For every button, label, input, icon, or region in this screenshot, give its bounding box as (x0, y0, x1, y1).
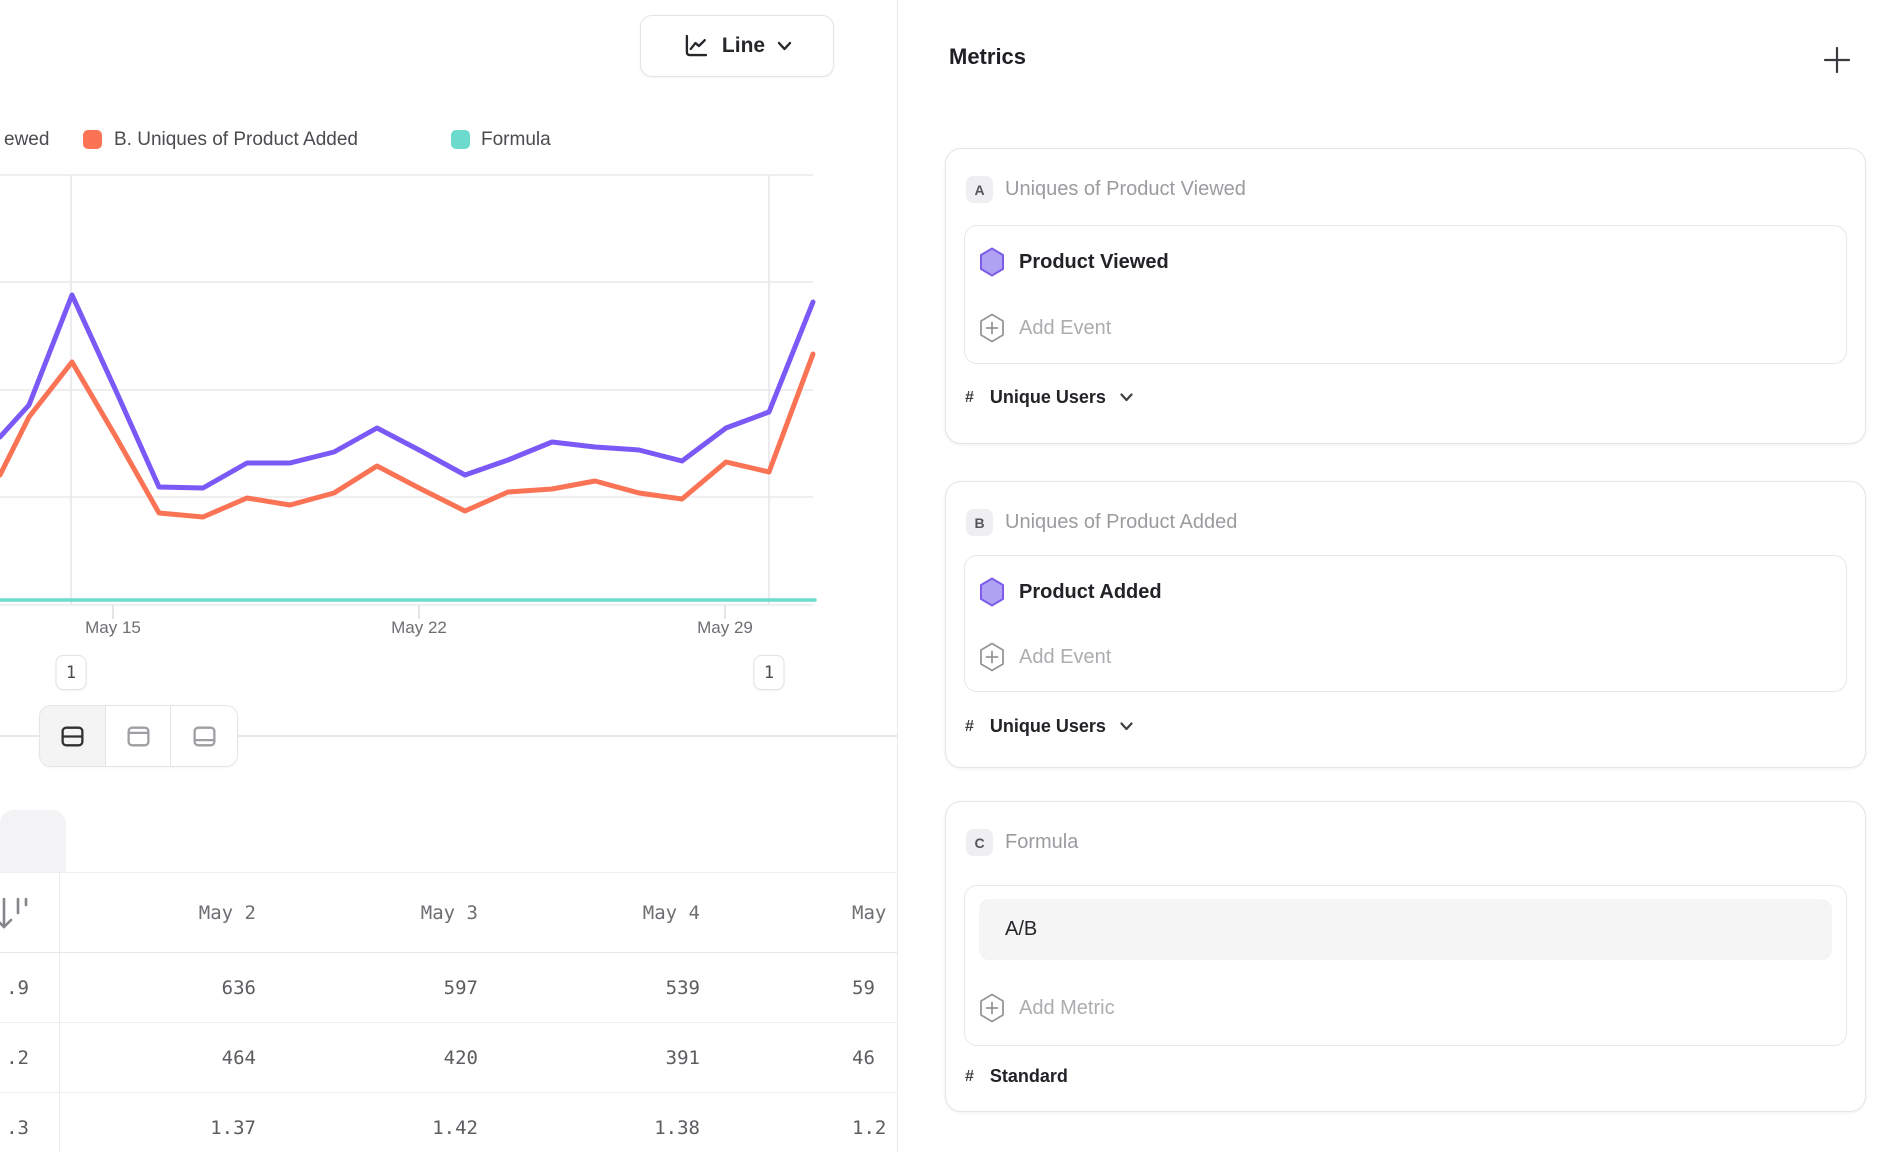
event-name: Product Added (1019, 580, 1162, 603)
formula-input[interactable]: A/B (979, 899, 1832, 960)
add-event-label: Add Event (1019, 316, 1112, 339)
metric-title[interactable]: Uniques of Product Added (1005, 511, 1238, 533)
measure-label: Unique Users (989, 716, 1106, 736)
metric-card-a: A Uniques of Product Viewed Product View… (945, 148, 1866, 444)
value-cell: 1.42 (432, 1116, 478, 1139)
value-cell: 59 (852, 976, 875, 999)
event-list: Product Viewed Add Event (964, 225, 1847, 364)
bottom-panel-view-button[interactable] (171, 706, 237, 766)
series-a-uniques-of-product-viewed (0, 292, 816, 491)
add-metric-row[interactable]: Add Metric (979, 986, 1836, 1030)
metric-card-a-header: A Uniques of Product Viewed (966, 176, 1246, 203)
table-body: .9 636 597 539 59 .2 464 420 391 46 .3 1.37 1.42 1.38… (0, 953, 897, 1152)
value-cell: 539 (665, 976, 700, 999)
metric-card-b: B Uniques of Product Added Product Added… (945, 481, 1866, 768)
chart-type-selector[interactable]: Line (640, 15, 834, 77)
chevron-down-icon (1120, 722, 1133, 731)
measure-selector[interactable]: # Unique Users (965, 716, 1133, 737)
value-cell: 1.2 (852, 1116, 887, 1139)
split-view-button[interactable] (40, 706, 106, 766)
metric-letter-badge: A (966, 176, 993, 203)
formula-value: A/B (1005, 918, 1038, 940)
annotation-badge[interactable]: 1 (55, 655, 87, 690)
x-tick-label: May 29 (697, 618, 753, 637)
chart-module: Line ewed B. Uniques of Product Added Fo… (0, 0, 897, 1152)
panel-title: Metrics (949, 44, 1027, 69)
value-cell: 46 (852, 1046, 875, 1069)
measure-selector[interactable]: # Unique Users (965, 387, 1133, 408)
column-header[interactable]: May 3 (420, 901, 478, 924)
panel-divider (897, 0, 899, 1152)
line-chart (0, 174, 817, 619)
add-metric-plus-icon[interactable] (1822, 45, 1852, 75)
breakdown-table: May 2 May 3 May 4 May .9 636 597 539 59 .2 464 420… (0, 872, 897, 1152)
measure-label: Standard (989, 1066, 1068, 1086)
measure-label: Unique Users (989, 387, 1106, 407)
event-row[interactable]: Product Added (979, 570, 1836, 614)
layout-toggle (39, 705, 238, 767)
measure-selector[interactable]: # Standard (965, 1066, 1068, 1087)
column-header[interactable]: May 4 (642, 901, 700, 924)
metric-letter-badge: B (966, 509, 993, 536)
metric-card-b-header: B Uniques of Product Added (966, 509, 1237, 536)
add-event-label: Add Event (1019, 645, 1112, 668)
table-row: .9 636 597 539 59 (0, 953, 897, 1023)
value-cell: 1.37 (210, 1116, 256, 1139)
event-hexagon-icon (979, 247, 1005, 277)
row-total-cell: .9 (0, 953, 60, 1022)
add-event-hexagon-plus-icon (979, 642, 1005, 672)
add-metric-label: Add Metric (1019, 996, 1115, 1019)
value-cell: 464 (221, 1046, 256, 1069)
table-row: .3 1.37 1.42 1.38 1.2 (0, 1093, 897, 1152)
series-b-uniques-of-product-added (0, 351, 816, 520)
table-row: .2 464 420 391 46 (0, 1023, 897, 1093)
add-event-hexagon-plus-icon (979, 313, 1005, 343)
sort-column-header[interactable] (0, 873, 60, 952)
legend-item-a-cut[interactable]: ewed (4, 129, 50, 150)
legend-swatch-b (83, 130, 102, 149)
metric-card-c: C Formula A/B Add Metric # Standard (945, 801, 1866, 1112)
metric-card-c-header: C Formula (966, 829, 1078, 856)
table-tab[interactable] (0, 810, 66, 872)
event-row[interactable]: Product Viewed (979, 240, 1836, 284)
add-event-row[interactable]: Add Event (979, 306, 1836, 350)
chart-type-label: Line (721, 34, 766, 57)
metric-title[interactable]: Formula (1005, 831, 1079, 853)
x-tick-label: May 15 (85, 618, 141, 637)
chevron-down-icon (1120, 393, 1133, 402)
event-list: Product Added Add Event (964, 555, 1847, 692)
table-header-row: May 2 May 3 May 4 May (0, 872, 897, 953)
metrics-panel: Metrics A Uniques of Product Viewed Prod… (898, 0, 1898, 1152)
hash-icon: # (965, 388, 974, 406)
top-panel-view-button[interactable] (105, 706, 172, 766)
legend-item-formula[interactable]: Formula (481, 129, 551, 150)
column-header[interactable]: May 2 (198, 901, 256, 924)
metric-title[interactable]: Uniques of Product Viewed (1005, 178, 1246, 200)
row-total-cell: .2 (0, 1023, 60, 1092)
add-metric-hexagon-plus-icon (979, 993, 1005, 1023)
hash-icon: # (965, 717, 974, 735)
value-cell: 391 (665, 1046, 700, 1069)
add-event-row[interactable]: Add Event (979, 635, 1836, 679)
line-chart-icon (682, 32, 710, 60)
value-cell: 1.38 (654, 1116, 700, 1139)
event-name: Product Viewed (1019, 250, 1169, 273)
hash-icon: # (965, 1067, 974, 1085)
legend-swatch-formula (451, 130, 470, 149)
value-cell: 420 (443, 1046, 478, 1069)
sort-descending-icon (0, 897, 28, 929)
value-cell: 636 (221, 976, 256, 999)
metric-letter-badge: C (966, 829, 993, 856)
x-tick-label: May 22 (391, 618, 447, 637)
row-total-cell: .3 (0, 1093, 60, 1152)
annotation-badge[interactable]: 1 (753, 655, 785, 690)
section-divider (0, 735, 897, 737)
chevron-down-icon (777, 41, 792, 51)
formula-section: A/B Add Metric (964, 885, 1847, 1046)
legend-item-b[interactable]: B. Uniques of Product Added (114, 129, 358, 150)
value-cell: 597 (443, 976, 478, 999)
event-hexagon-icon (979, 577, 1005, 607)
column-header[interactable]: May (852, 901, 887, 924)
